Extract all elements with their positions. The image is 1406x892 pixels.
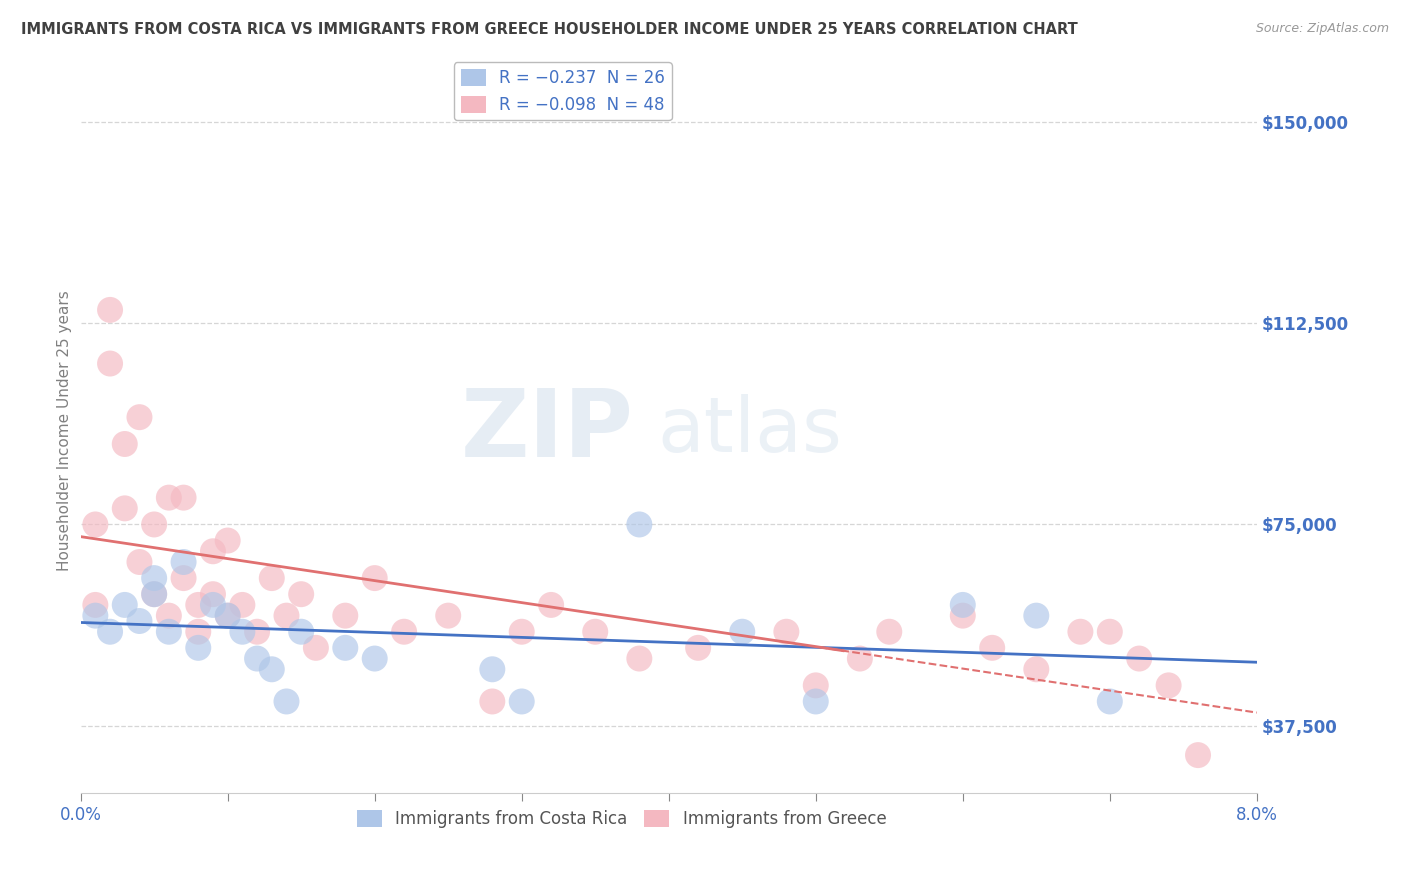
Text: atlas: atlas (657, 393, 842, 467)
Point (1128, 651, 1150, 665)
Point (187, 640, 209, 655)
Point (363, 571, 385, 585)
Point (1025, 608, 1047, 623)
Point (114, 437, 136, 451)
Point (201, 598, 224, 612)
Point (276, 694, 298, 708)
Point (201, 587, 224, 601)
Point (157, 608, 180, 623)
Point (143, 571, 166, 585)
Point (1069, 624, 1091, 639)
Point (98, 357, 121, 371)
Point (114, 598, 136, 612)
Point (510, 624, 533, 639)
Point (952, 598, 974, 612)
Point (804, 694, 827, 708)
Point (437, 608, 460, 623)
Point (305, 640, 328, 655)
Point (688, 640, 710, 655)
Y-axis label: Householder Income Under 25 years: Householder Income Under 25 years (58, 290, 72, 571)
Point (481, 662, 503, 676)
Point (128, 614, 150, 628)
Point (877, 624, 900, 639)
Point (217, 608, 239, 623)
Point (201, 544, 224, 558)
Point (128, 410, 150, 425)
Point (276, 608, 298, 623)
Point (583, 624, 606, 639)
Point (260, 662, 283, 676)
Point (246, 651, 269, 665)
Point (173, 571, 195, 585)
Point (217, 533, 239, 548)
Point (187, 598, 209, 612)
Point (246, 624, 269, 639)
Point (143, 517, 166, 532)
Point (510, 694, 533, 708)
Point (84, 608, 107, 623)
Point (128, 555, 150, 569)
Point (363, 651, 385, 665)
Point (335, 640, 357, 655)
Point (98, 624, 121, 639)
Point (775, 624, 797, 639)
Point (290, 587, 312, 601)
Point (981, 640, 1004, 655)
Point (173, 491, 195, 505)
Point (217, 608, 239, 623)
Point (187, 624, 209, 639)
Point (143, 587, 166, 601)
Point (157, 624, 180, 639)
Point (1025, 662, 1047, 676)
Point (231, 624, 253, 639)
Point (231, 598, 253, 612)
Point (143, 587, 166, 601)
Point (804, 678, 827, 692)
Point (335, 608, 357, 623)
Point (540, 598, 562, 612)
Point (481, 694, 503, 708)
Point (260, 571, 283, 585)
Point (628, 651, 651, 665)
Point (290, 624, 312, 639)
Point (98, 302, 121, 317)
Legend: Immigrants from Costa Rica, Immigrants from Greece: Immigrants from Costa Rica, Immigrants f… (350, 804, 893, 835)
Point (173, 555, 195, 569)
Point (731, 624, 754, 639)
Text: ZIP: ZIP (461, 384, 634, 476)
Point (157, 491, 180, 505)
Point (84, 517, 107, 532)
Text: IMMIGRANTS FROM COSTA RICA VS IMMIGRANTS FROM GREECE HOUSEHOLDER INCOME UNDER 25: IMMIGRANTS FROM COSTA RICA VS IMMIGRANTS… (21, 22, 1078, 37)
Point (84, 598, 107, 612)
Point (1098, 694, 1121, 708)
Point (1098, 624, 1121, 639)
Point (1187, 748, 1209, 763)
Point (628, 517, 651, 532)
Point (114, 501, 136, 516)
Point (1157, 678, 1180, 692)
Point (849, 651, 872, 665)
Text: Source: ZipAtlas.com: Source: ZipAtlas.com (1256, 22, 1389, 36)
Point (392, 624, 415, 639)
Point (952, 608, 974, 623)
